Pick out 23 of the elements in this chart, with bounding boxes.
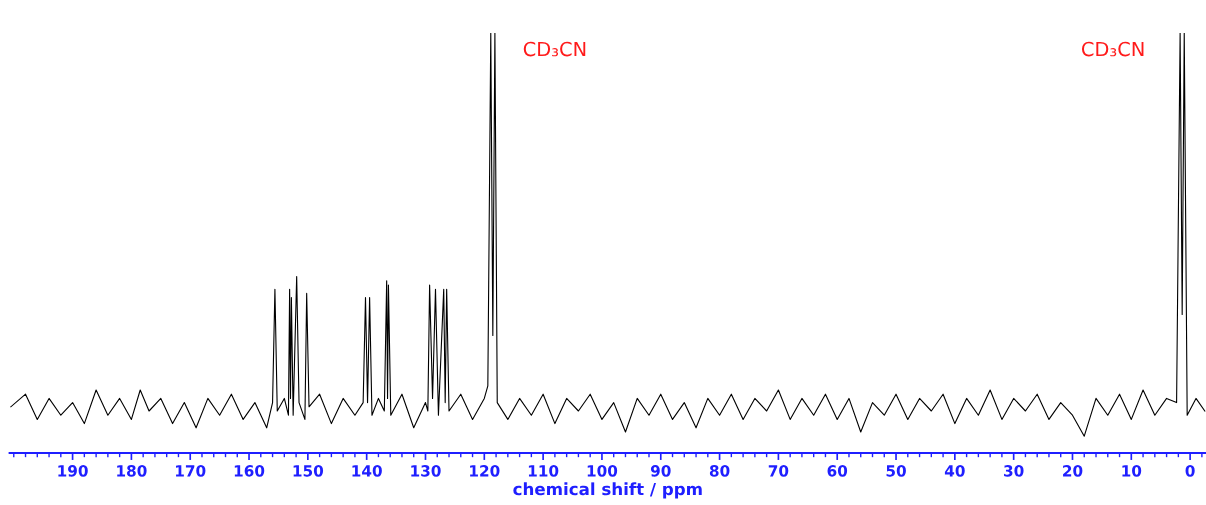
x-tick-label: 60 <box>827 465 848 477</box>
x-tick-label: 10 <box>1122 465 1142 477</box>
x-tick-label: 40 <box>944 465 965 477</box>
x-tick-label: 30 <box>1004 465 1024 477</box>
annotation: CD₃CN <box>523 41 586 57</box>
x-tick-label: 190 <box>58 465 88 477</box>
x-tick-label: 50 <box>886 465 906 477</box>
x-tick-label: 70 <box>768 465 789 477</box>
x-tick-label: 160 <box>234 465 265 477</box>
x-tick-label: 80 <box>709 465 730 477</box>
annotation: CD₃CN <box>1081 41 1144 57</box>
x-tick-label: 20 <box>1063 465 1083 477</box>
x-tick-label: 0 <box>1185 465 1195 477</box>
x-tick-label: 100 <box>587 465 618 477</box>
x-tick-label: 150 <box>293 465 324 477</box>
x-tick-label: 120 <box>470 465 500 477</box>
x-tick-label: 180 <box>117 465 147 477</box>
x-tick-label: 140 <box>352 465 382 477</box>
x-tick-label: 90 <box>650 465 671 477</box>
x-tick-label: 110 <box>528 465 559 477</box>
x-tick-label: 170 <box>176 465 206 477</box>
x-axis-title: chemical shift / ppm <box>513 482 702 499</box>
x-tick-label: 130 <box>411 465 441 477</box>
